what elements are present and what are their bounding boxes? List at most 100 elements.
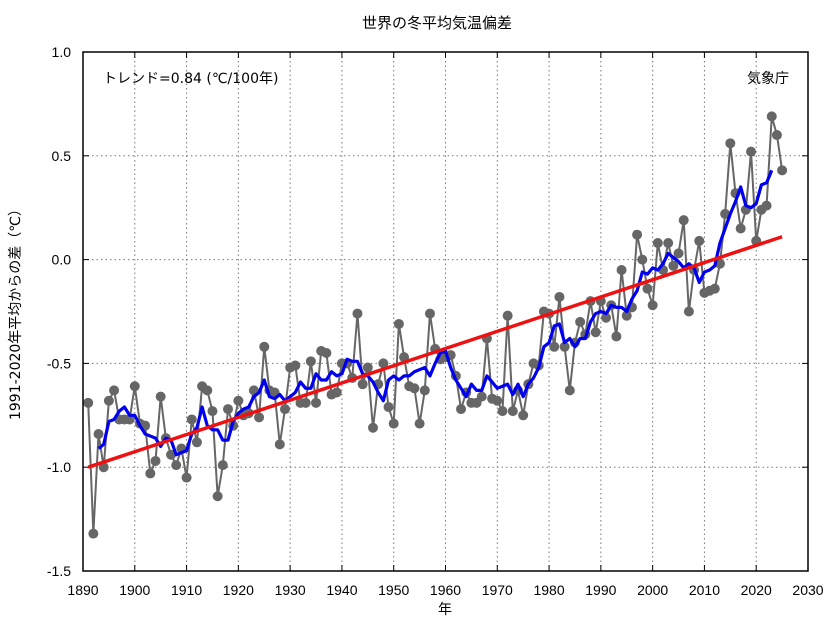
annual-point — [694, 235, 705, 246]
annual-point — [259, 341, 270, 352]
annual-point — [368, 422, 378, 433]
x-axis-title: 年 — [438, 602, 452, 618]
x-tick-label: 1910 — [171, 582, 202, 598]
moving-average-line — [97, 169, 774, 457]
x-tick-label: 1930 — [275, 582, 306, 598]
annual-point — [129, 381, 140, 392]
annual-point — [202, 385, 213, 396]
y-axis-title: 1991-2020年平均からの差（℃） — [8, 202, 24, 420]
annual-point — [632, 229, 643, 240]
annual-point — [83, 397, 94, 408]
annual-point — [109, 385, 120, 396]
annual-point — [419, 385, 430, 396]
annual-point — [311, 397, 322, 408]
x-tick-label: 1980 — [533, 582, 564, 598]
y-tick-label: -1.0 — [47, 459, 71, 475]
annual-point — [678, 215, 689, 226]
annual-point — [155, 391, 166, 402]
annual-series — [83, 111, 788, 539]
annual-point — [476, 391, 487, 402]
annual-point — [331, 387, 342, 398]
annual-point — [647, 300, 658, 311]
annual-point — [663, 237, 674, 248]
x-tick-label: 1890 — [67, 582, 98, 598]
x-tick-label: 1940 — [326, 582, 357, 598]
annual-point — [300, 397, 311, 408]
annual-point — [611, 331, 622, 342]
annual-point — [714, 258, 725, 269]
annual-point — [362, 362, 373, 373]
annual-point — [217, 460, 228, 471]
annual-point — [181, 472, 192, 483]
annual-point — [414, 418, 425, 429]
chart-title: 世界の冬平均気温偏差 — [362, 14, 512, 32]
annual-point — [720, 208, 731, 219]
annual-point — [668, 260, 679, 271]
annual-point — [518, 410, 529, 421]
annual-point — [761, 200, 772, 211]
annual-point — [207, 406, 218, 417]
annual-point — [456, 404, 467, 415]
annual-point — [223, 404, 233, 415]
annual-point — [709, 283, 720, 294]
trend-annotation: トレンド=0.84 (℃/100年) — [103, 71, 278, 87]
annual-point — [254, 412, 265, 423]
x-tick-labels: 1890 1900 1910 1920 1930 1940 1950 1960 1970 1980… — [67, 582, 823, 598]
x-tick-label: 2020 — [741, 582, 772, 598]
annual-point — [88, 528, 99, 539]
annual-point — [352, 308, 363, 319]
trend-series — [87, 235, 783, 469]
annual-point — [777, 165, 788, 176]
annual-point — [191, 437, 202, 448]
annual-point — [388, 418, 399, 429]
annual-point — [601, 312, 612, 323]
y-tick-label: -1.5 — [47, 563, 71, 579]
x-tick-label: 2000 — [637, 582, 668, 598]
x-tick-label: 1950 — [378, 582, 409, 598]
annual-point — [166, 449, 177, 460]
annual-point — [652, 237, 663, 248]
annual-point — [507, 406, 518, 417]
annual-point — [383, 401, 394, 412]
grid — [83, 52, 808, 571]
annual-point — [559, 341, 570, 352]
x-tick-label: 2030 — [792, 582, 823, 598]
annual-point — [746, 146, 757, 157]
annual-point — [735, 223, 746, 234]
annual-point — [357, 379, 368, 390]
x-tick-label: 1990 — [585, 582, 616, 598]
annual-point — [683, 306, 694, 317]
annual-point — [673, 248, 684, 259]
annual-point — [549, 341, 560, 352]
annual-point — [492, 395, 503, 406]
moving-average-series — [97, 169, 774, 457]
annual-point — [145, 468, 156, 479]
annual-point — [497, 406, 508, 417]
annual-point — [212, 491, 223, 502]
annual-point — [290, 360, 301, 371]
annual-point — [575, 316, 586, 327]
x-tick-label: 1970 — [482, 582, 513, 598]
annual-point — [103, 395, 114, 406]
annual-point — [590, 327, 601, 338]
y-tick-labels: 1.0 0.5 0.0 -0.5 -1.0 -1.5 — [47, 44, 71, 579]
annual-point — [93, 428, 104, 439]
x-tick-label: 1900 — [119, 582, 150, 598]
annual-point — [150, 455, 161, 466]
x-tick-label: 1960 — [430, 582, 461, 598]
annual-point — [378, 358, 389, 369]
annual-point — [124, 414, 135, 425]
annual-point — [564, 385, 575, 396]
annual-point — [642, 283, 653, 294]
annual-point — [279, 404, 290, 415]
annual-point — [502, 310, 513, 321]
annual-point — [186, 414, 197, 425]
annual-point — [321, 348, 332, 359]
trend-line — [87, 235, 783, 469]
annual-point — [766, 111, 777, 122]
annual-point — [305, 356, 316, 367]
y-tick-label: 0.5 — [52, 148, 72, 164]
source-label: 気象庁 — [747, 71, 789, 87]
annual-point — [424, 308, 435, 319]
annual-point — [771, 130, 782, 141]
